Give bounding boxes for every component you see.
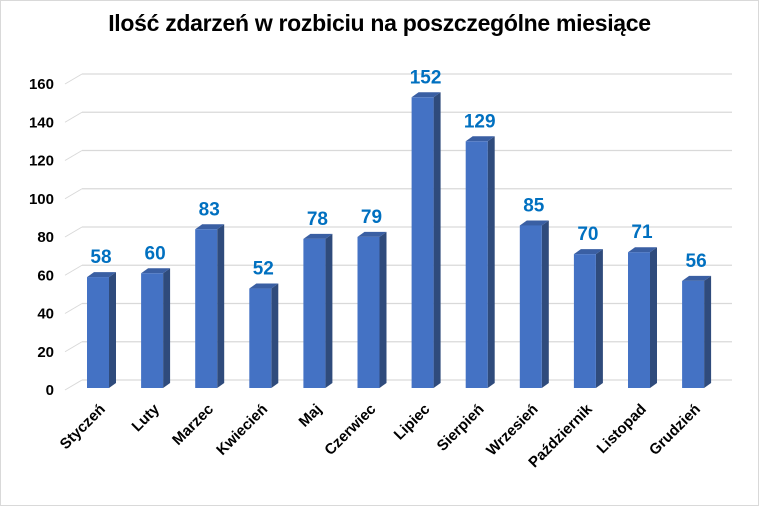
- gridline-depth: [64, 150, 83, 161]
- x-tick-label: Lipiec: [391, 401, 434, 444]
- gridline-depth: [64, 264, 83, 276]
- y-tick-label: 0: [46, 382, 54, 399]
- data-label: 70: [577, 224, 598, 245]
- x-tick-label: Kwiecień: [213, 401, 271, 459]
- chart-title: Ilość zdarzeń w rozbiciu na poszczególne…: [108, 10, 651, 36]
- bar-Listopad: [628, 252, 650, 388]
- bar-side: [433, 92, 441, 389]
- bar-top: [573, 249, 603, 255]
- bar-side: [487, 136, 495, 388]
- data-label: 52: [253, 259, 274, 280]
- bar-Sierpień: [465, 141, 488, 388]
- y-tick-label: 120: [29, 153, 54, 170]
- x-tick-label: Styczeń: [57, 401, 109, 453]
- y-tick-label: 60: [37, 267, 54, 284]
- gridline-depth: [64, 188, 83, 200]
- bar-Styczeń: [87, 277, 109, 388]
- bar-top: [519, 220, 549, 226]
- y-tick-label: 160: [29, 76, 54, 93]
- bar-side: [379, 231, 387, 388]
- bar-Maj: [303, 238, 326, 388]
- bar-top: [303, 233, 333, 239]
- bar-Luty: [141, 273, 164, 388]
- bar-side: [325, 233, 333, 388]
- y-tick-label: 80: [37, 229, 54, 246]
- x-tick-label: Grudzień: [646, 401, 704, 459]
- bar-Wrzesień: [519, 225, 542, 388]
- bar-top: [141, 268, 171, 274]
- data-label: 83: [199, 199, 220, 220]
- data-label: 56: [686, 251, 707, 272]
- data-label: 152: [410, 67, 442, 88]
- bar-side: [650, 247, 657, 388]
- bar-Czerwiec: [357, 236, 380, 388]
- data-label: 78: [307, 209, 328, 230]
- bar-top: [628, 247, 657, 253]
- gridline-depth: [64, 379, 83, 391]
- gridline-depth: [64, 341, 83, 353]
- gridline-depth: [64, 303, 83, 314]
- bar-Kwiecień: [249, 288, 272, 388]
- y-tick-label: 100: [29, 191, 54, 208]
- bar-top: [87, 272, 116, 278]
- bar-top: [357, 231, 387, 237]
- bar-side: [217, 224, 225, 388]
- data-label: 60: [145, 243, 166, 264]
- gridline-depth: [64, 226, 83, 238]
- bar-top: [195, 224, 225, 230]
- y-tick-label: 140: [29, 114, 54, 131]
- bar-Grudzień: [682, 280, 705, 388]
- bar-side: [109, 272, 116, 388]
- bar-side: [595, 249, 603, 388]
- bar-top: [249, 283, 279, 289]
- x-tick-label: Marzec: [169, 401, 217, 449]
- y-tick-label: 20: [37, 344, 54, 361]
- bar-top: [465, 136, 495, 142]
- bar-Lipiec: [411, 97, 434, 389]
- bar-top: [682, 275, 712, 281]
- x-tick-label: Sierpień: [434, 401, 488, 455]
- bar-Październik: [573, 254, 596, 388]
- bar-top: [411, 92, 441, 98]
- bar-side: [271, 283, 279, 388]
- data-label: 58: [90, 247, 111, 268]
- bar-side: [704, 275, 712, 388]
- x-tick-label: Maj: [296, 401, 326, 431]
- data-label: 85: [523, 195, 545, 216]
- gridline-depth: [64, 73, 83, 85]
- data-label: 71: [631, 222, 653, 243]
- bar-Marzec: [195, 229, 218, 388]
- data-label: 79: [361, 207, 382, 228]
- bar-side: [541, 220, 549, 388]
- data-label: 129: [464, 111, 496, 132]
- x-tick-label: Luty: [129, 400, 164, 435]
- x-tick-label: Listopad: [594, 401, 650, 457]
- y-tick-label: 40: [37, 306, 54, 323]
- gridline-depth: [64, 111, 83, 123]
- x-tick-label: Czerwiec: [321, 401, 379, 459]
- bar-side: [163, 268, 171, 388]
